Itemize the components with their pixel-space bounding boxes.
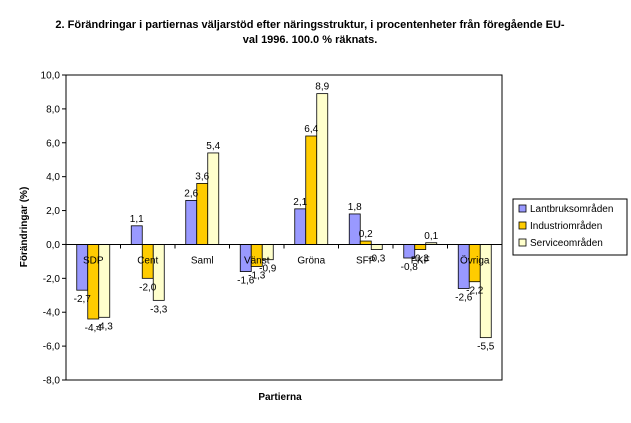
y-tick-label: -4,0 <box>43 308 61 319</box>
data-label: -0,8 <box>401 262 419 273</box>
bar <box>370 244 383 250</box>
bar <box>359 240 372 245</box>
data-label: -5,5 <box>477 342 495 353</box>
bar <box>130 225 143 245</box>
chart-title-line-1: 2. Förändringar i partiernas väljarstöd … <box>55 19 565 31</box>
bar <box>457 244 470 289</box>
legend-label: Lantbruksområden <box>530 203 613 215</box>
y-tick-label: 6,0 <box>46 138 60 149</box>
bar <box>185 199 198 245</box>
data-label: 0,2 <box>359 229 373 240</box>
bar <box>316 93 329 245</box>
bar <box>196 183 209 245</box>
bar <box>414 244 427 250</box>
data-label: 2,6 <box>184 188 198 199</box>
plot-border <box>65 74 503 381</box>
legend-label: Serviceområden <box>530 237 603 249</box>
bar <box>294 208 307 245</box>
legend-swatch <box>518 221 527 230</box>
data-label: 0,1 <box>424 231 438 242</box>
y-tick-label: -8,0 <box>43 376 61 387</box>
data-label: 6,4 <box>304 124 318 135</box>
data-label: -4,4 <box>85 323 103 334</box>
legend-label: Industriområden <box>530 220 602 232</box>
y-tick-label: 8,0 <box>46 104 60 115</box>
data-label: -3,3 <box>150 304 168 315</box>
data-label: -1,6 <box>237 276 255 287</box>
category-label: SFP <box>356 255 376 266</box>
category-label: FKF <box>411 255 430 266</box>
category-label: Gröna <box>297 255 325 266</box>
legend-swatch <box>518 204 527 213</box>
data-label: -2,6 <box>455 293 473 304</box>
legend-swatch <box>518 238 527 247</box>
y-tick-label: 2,0 <box>46 206 60 217</box>
category-label: Vänst <box>244 255 270 266</box>
y-tick-label: -6,0 <box>43 342 61 353</box>
data-label: -1,3 <box>248 270 266 281</box>
category-label: Saml <box>191 255 214 266</box>
bar <box>207 152 220 245</box>
bar <box>305 135 318 245</box>
data-label: 3,6 <box>195 171 209 182</box>
category-label: Övriga <box>460 254 490 266</box>
legend: Lantbruksområden Industriområden Serviceom… <box>512 198 628 256</box>
data-label: -0,3 <box>368 254 386 265</box>
data-label: -0,9 <box>259 264 277 275</box>
y-tick-label: -2,0 <box>43 274 61 285</box>
y-tick-label: 0,0 <box>46 240 60 251</box>
data-label: -2,2 <box>466 286 484 297</box>
category-label: Cent <box>137 255 158 266</box>
plot-area: -8,0 -6,0 -4,0 -2,0 0,0 2,0 4,0 6,0 8,0 10,0 SDP Ce… <box>41 71 503 387</box>
y-tick-label: 4,0 <box>46 172 60 183</box>
data-label: -4,3 <box>96 321 114 332</box>
data-label: -0,3 <box>412 254 430 265</box>
data-label: 8,9 <box>315 82 329 93</box>
data-label: 2,1 <box>293 197 307 208</box>
legend-box <box>512 198 628 256</box>
data-label: 1,1 <box>130 214 144 225</box>
data-label: 5,4 <box>206 141 220 152</box>
y-tick-label: 10,0 <box>41 71 61 82</box>
data-label: 1,8 <box>348 202 362 213</box>
data-label: -2,7 <box>74 294 92 305</box>
x-axis-label: Partierna <box>258 392 302 403</box>
category-label: SDP <box>83 255 104 266</box>
data-label: -2,0 <box>139 282 157 293</box>
bar <box>76 244 89 291</box>
y-axis-label: Förändringar (%) <box>19 187 30 268</box>
chart-title-line-2: val 1996. 100.0 % räknats. <box>243 34 378 46</box>
